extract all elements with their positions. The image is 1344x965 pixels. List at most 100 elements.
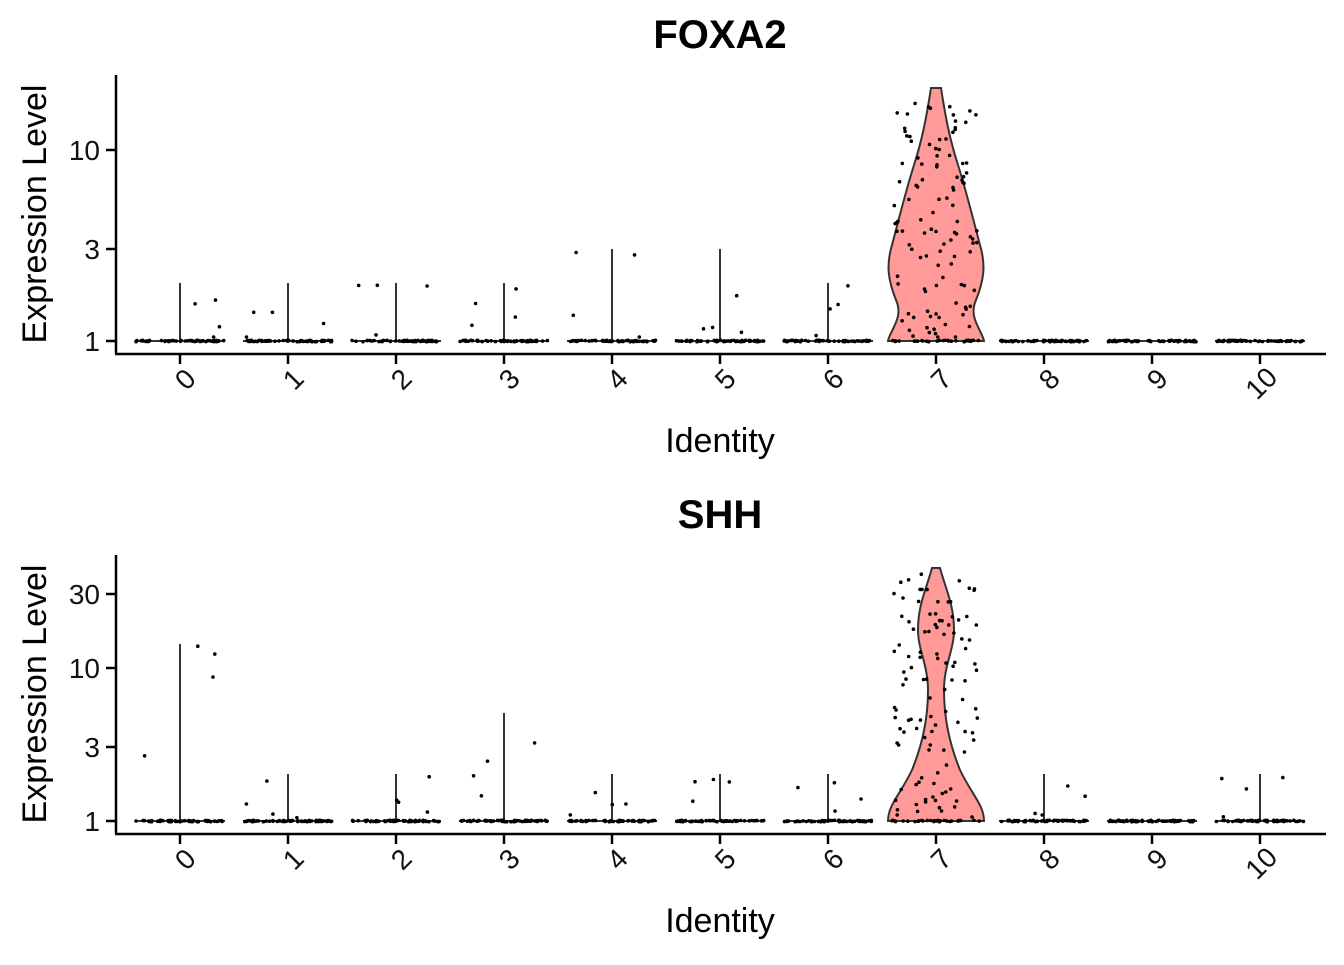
jitter-point <box>916 599 921 604</box>
chart-title: SHH <box>678 493 762 537</box>
jitter-point <box>972 588 976 593</box>
jitter-point <box>931 795 935 799</box>
jitter-point <box>917 780 921 784</box>
jitter-point <box>213 819 217 824</box>
jitter-point <box>928 743 933 747</box>
jitter-point <box>707 818 711 823</box>
jitter-point <box>933 798 938 803</box>
jitter-point <box>739 330 744 335</box>
jitter-point <box>937 338 942 343</box>
jitter-point <box>825 819 830 823</box>
jitter-point <box>251 310 256 315</box>
jitter-point <box>514 287 518 291</box>
jitter-point <box>933 331 938 336</box>
jitter-point <box>244 802 249 806</box>
jitter-point <box>846 284 850 288</box>
jitter-point <box>1272 339 1276 343</box>
violin-cluster-7 <box>886 87 986 342</box>
jitter-point <box>909 665 914 670</box>
jitter-point <box>849 819 853 823</box>
jitter-point <box>508 339 513 344</box>
jitter-point <box>1021 339 1025 344</box>
x-tick-label: 0 <box>169 843 202 876</box>
jitter-point <box>470 323 474 328</box>
jitter-point <box>211 675 215 679</box>
jitter-point <box>1226 819 1231 824</box>
jitter-point <box>796 785 800 790</box>
jitter-point <box>715 819 719 824</box>
jitter-point <box>513 315 518 319</box>
jitter-point <box>900 161 905 166</box>
jitter-point <box>860 339 864 344</box>
jitter-point <box>944 137 948 141</box>
jitter-point <box>1077 339 1082 344</box>
jitter-point <box>941 275 945 280</box>
jitter-point <box>1220 776 1224 781</box>
jitter-point <box>914 782 918 787</box>
jitter-point <box>911 627 916 631</box>
jitter-point <box>525 339 529 344</box>
jitter-point <box>364 819 368 823</box>
jitter-point <box>814 333 818 338</box>
jitter-point <box>968 250 972 254</box>
jitter-point <box>313 339 317 344</box>
jitter-point <box>637 335 642 339</box>
jitter-point <box>271 812 275 816</box>
jitter-point <box>847 339 851 344</box>
jitter-point <box>616 339 620 344</box>
jitter-point <box>965 614 969 619</box>
jitter-point <box>652 339 657 344</box>
jitter-point <box>902 126 907 131</box>
jitter-point <box>401 818 406 823</box>
jitter-point <box>280 819 285 824</box>
jitter-point <box>804 819 809 824</box>
jitter-point <box>968 304 972 309</box>
jitter-point <box>632 253 637 257</box>
jitter-point <box>942 242 946 246</box>
jitter-point <box>587 339 591 343</box>
jitter-point <box>909 717 913 722</box>
jitter-point <box>211 335 216 339</box>
jitter-point <box>265 779 269 783</box>
jitter-point <box>1167 339 1172 344</box>
jitter-point <box>896 219 900 224</box>
jitter-point <box>933 612 938 616</box>
jitter-point <box>1160 819 1165 823</box>
jitter-point <box>1007 818 1012 823</box>
jitter-point <box>681 819 685 824</box>
jitter-point <box>354 339 358 344</box>
jitter-point <box>924 254 929 258</box>
jitter-point <box>1272 818 1276 823</box>
jitter-point <box>921 677 926 682</box>
jitter-point <box>1111 819 1116 823</box>
x-axis-label: Identity <box>665 422 775 460</box>
jitter-point <box>538 818 543 823</box>
jitter-point <box>953 119 958 123</box>
jitter-point <box>356 818 361 823</box>
jitter-point <box>948 787 953 791</box>
jitter-point <box>907 619 911 624</box>
jitter-point <box>973 662 977 666</box>
jitter-point <box>893 819 898 824</box>
jitter-point <box>913 819 917 824</box>
jitter-point <box>603 818 607 823</box>
jitter-point <box>1158 339 1163 344</box>
jitter-point <box>899 787 903 792</box>
jitter-point <box>954 799 959 803</box>
jitter-point <box>1016 819 1020 823</box>
jitter-point <box>576 338 580 343</box>
jitter-point <box>574 250 578 255</box>
jitter-point <box>423 819 428 823</box>
jitter-point <box>1001 339 1006 343</box>
jitter-point <box>916 156 920 160</box>
x-axis-label: Identity <box>665 902 775 940</box>
jitter-point <box>971 738 976 742</box>
jitter-point <box>1253 338 1257 343</box>
jitter-point <box>954 339 958 343</box>
jitter-point <box>919 776 924 780</box>
jitter-point <box>1064 339 1069 344</box>
jitter-point <box>396 800 401 804</box>
jitter-point <box>928 696 932 700</box>
jitter-point <box>914 726 919 731</box>
